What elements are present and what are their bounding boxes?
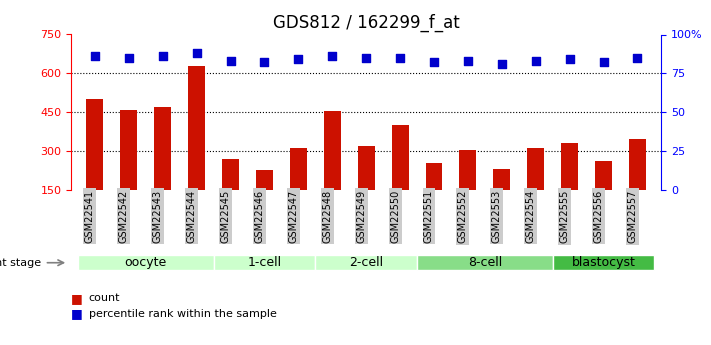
Point	[225, 58, 236, 64]
Bar	[290, 148, 307, 228]
Text: GSM22557: GSM22557	[628, 190, 638, 243]
Bar	[324, 111, 341, 228]
Point	[293, 57, 304, 62]
Point	[428, 60, 439, 65]
Point	[360, 55, 372, 61]
Bar	[528, 148, 544, 228]
Point	[89, 53, 100, 59]
Point	[496, 61, 508, 67]
Text: GSM22548: GSM22548	[322, 190, 332, 243]
Bar	[493, 169, 510, 228]
Point	[462, 58, 474, 64]
Text: percentile rank within the sample: percentile rank within the sample	[89, 309, 277, 319]
Text: GSM22543: GSM22543	[153, 190, 163, 243]
FancyBboxPatch shape	[552, 255, 654, 270]
Text: count: count	[89, 294, 120, 303]
Text: GSM22542: GSM22542	[119, 190, 129, 243]
Bar	[188, 66, 205, 228]
Text: GSM22554: GSM22554	[525, 190, 536, 243]
Title: GDS812 / 162299_f_at: GDS812 / 162299_f_at	[273, 13, 459, 32]
Text: 2-cell: 2-cell	[349, 256, 383, 269]
Text: 1-cell: 1-cell	[247, 256, 282, 269]
Point	[530, 58, 542, 64]
Text: GSM22550: GSM22550	[390, 190, 400, 243]
FancyBboxPatch shape	[213, 255, 315, 270]
Point	[191, 50, 202, 56]
Text: ■: ■	[71, 307, 83, 321]
FancyBboxPatch shape	[78, 255, 213, 270]
Bar	[154, 107, 171, 228]
Text: ■: ■	[71, 292, 83, 305]
Bar	[425, 162, 442, 228]
Bar	[392, 125, 409, 228]
Point	[123, 55, 134, 61]
Text: blastocyst: blastocyst	[572, 256, 636, 269]
Point	[632, 55, 643, 61]
Text: 8-cell: 8-cell	[468, 256, 502, 269]
FancyBboxPatch shape	[417, 255, 552, 270]
Text: GSM22544: GSM22544	[186, 190, 196, 243]
Point	[157, 53, 169, 59]
Text: GSM22549: GSM22549	[356, 190, 366, 243]
Text: development stage: development stage	[0, 258, 42, 268]
Text: GSM22555: GSM22555	[560, 190, 570, 243]
Text: GSM22547: GSM22547	[289, 190, 299, 243]
Text: oocyte: oocyte	[124, 256, 167, 269]
Point	[395, 55, 406, 61]
Point	[259, 60, 270, 65]
Bar	[629, 139, 646, 228]
Bar	[459, 150, 476, 228]
Bar	[561, 143, 578, 228]
Text: GSM22552: GSM22552	[458, 190, 468, 243]
Bar	[222, 159, 239, 228]
Bar	[358, 146, 375, 228]
Text: GSM22541: GSM22541	[85, 190, 95, 243]
Text: GSM22545: GSM22545	[220, 190, 230, 243]
Bar	[595, 161, 612, 228]
Text: GSM22556: GSM22556	[594, 190, 604, 243]
Text: GSM22553: GSM22553	[492, 190, 502, 243]
Point	[326, 53, 338, 59]
Point	[564, 57, 575, 62]
Bar	[256, 170, 273, 228]
FancyBboxPatch shape	[315, 255, 417, 270]
Bar	[86, 99, 103, 228]
Point	[598, 60, 609, 65]
Bar	[120, 109, 137, 228]
Text: GSM22546: GSM22546	[255, 190, 264, 243]
Text: GSM22551: GSM22551	[424, 190, 434, 243]
